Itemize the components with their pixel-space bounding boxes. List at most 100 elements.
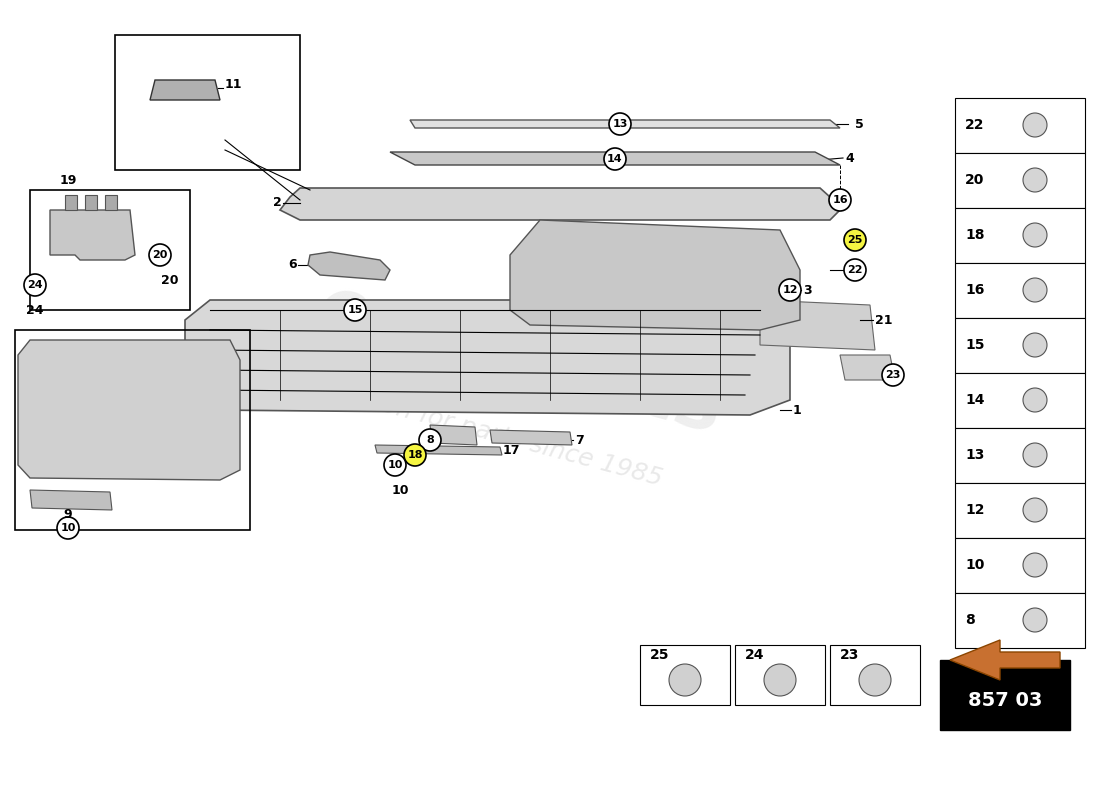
Text: 22: 22 [847,265,862,275]
Text: 11: 11 [226,78,242,91]
Text: 1: 1 [793,403,802,417]
Polygon shape [50,210,135,260]
Bar [955,593,1085,648]
Text: 5: 5 [855,118,864,130]
Polygon shape [280,188,840,220]
Polygon shape [760,300,874,350]
Text: 3: 3 [803,283,812,297]
Text: a passion for parts since 1985: a passion for parts since 1985 [295,370,666,490]
Circle shape [148,244,170,266]
Text: 8: 8 [426,435,433,445]
Text: euroParts: euroParts [352,386,748,454]
Text: 13: 13 [965,448,985,462]
Circle shape [1023,223,1047,247]
Text: 16: 16 [965,283,985,297]
Polygon shape [30,490,112,510]
Polygon shape [430,425,477,445]
Text: 21: 21 [874,314,892,326]
Bar [955,263,1085,318]
Polygon shape [18,340,240,480]
Circle shape [384,454,406,476]
Text: 17: 17 [503,443,520,457]
Bar [85,195,97,210]
Circle shape [57,517,79,539]
Text: 10: 10 [392,483,409,497]
Polygon shape [375,445,502,455]
Circle shape [1023,278,1047,302]
Text: euroParts: euroParts [308,270,732,450]
Circle shape [1023,388,1047,412]
Bar [735,645,825,705]
Circle shape [844,259,866,281]
Text: 25: 25 [847,235,862,245]
Circle shape [882,364,904,386]
Text: 15: 15 [348,305,363,315]
Text: 10: 10 [387,460,403,470]
Bar [104,195,117,210]
Bar [955,428,1085,483]
Circle shape [419,429,441,451]
Text: 9: 9 [64,509,73,522]
Text: 10: 10 [60,523,76,533]
Bar [65,195,77,210]
Circle shape [669,664,701,696]
Circle shape [829,189,851,211]
Circle shape [344,299,366,321]
Circle shape [1023,443,1047,467]
Polygon shape [510,220,800,330]
Bar [955,483,1085,538]
Polygon shape [390,152,840,165]
Polygon shape [490,430,572,445]
Polygon shape [185,300,790,415]
Text: a passion for parts since 1985: a passion for parts since 1985 [319,475,781,505]
Text: 20: 20 [152,250,167,260]
Bar [955,98,1085,153]
Text: 12: 12 [965,503,985,517]
Circle shape [844,229,866,251]
Text: 13: 13 [613,119,628,129]
Text: 18: 18 [965,228,985,242]
Bar [940,660,1070,730]
Polygon shape [150,80,220,100]
Text: 20: 20 [162,274,178,286]
Text: 6: 6 [288,258,297,271]
Circle shape [1023,333,1047,357]
Circle shape [859,664,891,696]
Text: 15: 15 [965,338,985,352]
Bar [955,153,1085,208]
Text: 24: 24 [28,280,43,290]
Circle shape [764,664,796,696]
Polygon shape [840,355,895,380]
Text: 4: 4 [845,151,854,165]
Bar [955,318,1085,373]
Polygon shape [950,640,1060,680]
Text: 14: 14 [607,154,623,164]
Bar [640,645,730,705]
Text: 8: 8 [965,613,975,627]
Text: 24: 24 [745,648,764,662]
Text: 857 03: 857 03 [968,690,1042,710]
Text: 25: 25 [650,648,670,662]
Text: 23: 23 [840,648,859,662]
Text: 20: 20 [965,173,985,187]
Circle shape [1023,113,1047,137]
Text: 14: 14 [965,393,985,407]
Text: 22: 22 [965,118,985,132]
Text: 23: 23 [886,370,901,380]
Bar [955,538,1085,593]
Circle shape [604,148,626,170]
Circle shape [404,444,426,466]
Bar [15,330,250,530]
Polygon shape [410,120,840,128]
Text: 24: 24 [26,303,44,317]
Text: 10: 10 [965,558,985,572]
Text: 19: 19 [60,174,77,186]
Text: 2: 2 [273,197,282,210]
Circle shape [1023,553,1047,577]
Circle shape [1023,168,1047,192]
Circle shape [1023,608,1047,632]
Text: 12: 12 [782,285,797,295]
Circle shape [24,274,46,296]
Bar [955,208,1085,263]
Circle shape [779,279,801,301]
